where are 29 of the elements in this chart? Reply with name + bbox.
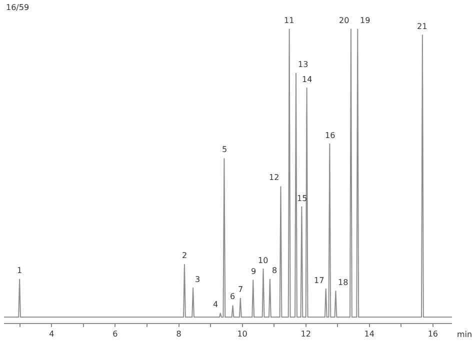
- annotation: 5: [222, 145, 228, 154]
- x-axis-title: min: [457, 330, 472, 339]
- x-tick-label: 10: [237, 330, 248, 339]
- x-tick-label: 6: [112, 330, 118, 339]
- annotation: 13: [298, 60, 308, 69]
- annotation: 17: [314, 276, 324, 285]
- text: 16/59: [6, 3, 30, 12]
- x-tick-label: 8: [176, 330, 182, 339]
- x-tick-label: 14: [364, 330, 374, 339]
- annotation: 18: [338, 278, 348, 287]
- annotation: 11: [284, 16, 294, 25]
- x-tick-label: 12: [300, 330, 311, 339]
- annotation: 4: [213, 300, 218, 309]
- annotation: 9: [251, 267, 256, 276]
- annotation: 2: [182, 251, 188, 260]
- annotation: 21: [417, 22, 428, 31]
- annotation: 1: [17, 266, 22, 275]
- annotation: 8: [272, 266, 278, 275]
- x-tick-label: 16: [428, 330, 438, 339]
- annotation: 3: [195, 275, 200, 284]
- annotation: 6: [230, 292, 236, 301]
- annotation: 10: [258, 256, 268, 265]
- annotation: 16: [325, 131, 336, 140]
- annotation: 20: [339, 16, 350, 25]
- annotation: 7: [238, 285, 244, 294]
- x-tick-label: 4: [49, 330, 54, 339]
- annotation: 14: [302, 75, 312, 84]
- annotation: 19: [360, 16, 370, 25]
- annotation: 12: [269, 173, 280, 182]
